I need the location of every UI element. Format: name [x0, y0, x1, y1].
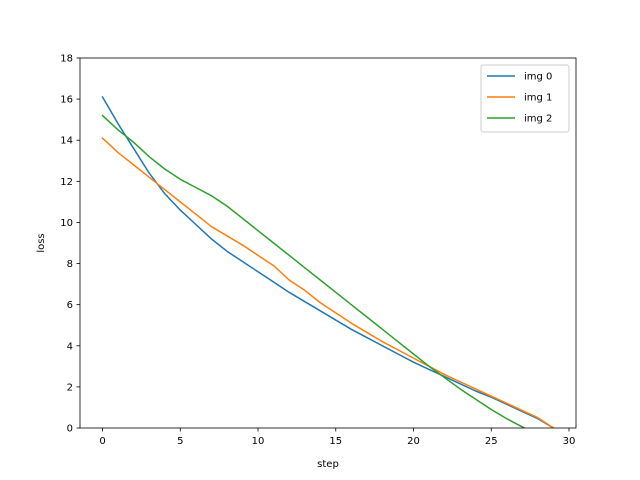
x-tick-label: 5: [177, 436, 183, 447]
y-tick-label: 16: [60, 95, 73, 106]
y-tick-label: 12: [60, 177, 73, 188]
x-tick-label: 30: [563, 436, 576, 447]
axes-layer: 0 5 10 15 20 25 30 0 2 4 6 8 10 12 14 16 18: [60, 54, 577, 447]
y-tick-label: 18: [60, 54, 73, 65]
y-tick-label: 0: [67, 424, 73, 435]
y-tick-label: 4: [67, 341, 73, 352]
series-line-2: [101, 114, 526, 428]
series-line-1: [101, 137, 555, 428]
x-tick-label: 20: [407, 436, 420, 447]
legend-label-2: img 2: [524, 114, 552, 125]
plot-frame: [79, 57, 577, 429]
y-axis-label: loss: [36, 233, 47, 252]
y-tick-label: 8: [67, 259, 73, 270]
y-tick-label: 10: [60, 218, 73, 229]
legend-label-0: img 0: [524, 72, 552, 83]
x-tick-label: 0: [99, 436, 105, 447]
legend: img 0 img 1 img 2: [480, 64, 570, 133]
x-axis-label: step: [317, 459, 339, 470]
y-tick-label: 14: [60, 136, 73, 147]
x-tick-label: 25: [485, 436, 498, 447]
legend-label-1: img 1: [524, 93, 552, 104]
y-tick-label: 2: [67, 382, 73, 393]
x-tick-label: 10: [252, 436, 265, 447]
legend-box: [480, 64, 570, 133]
series-line-0: [101, 96, 555, 428]
x-tick-label: 15: [329, 436, 342, 447]
y-tick-label: 6: [67, 300, 73, 311]
series-layer: [101, 96, 555, 428]
